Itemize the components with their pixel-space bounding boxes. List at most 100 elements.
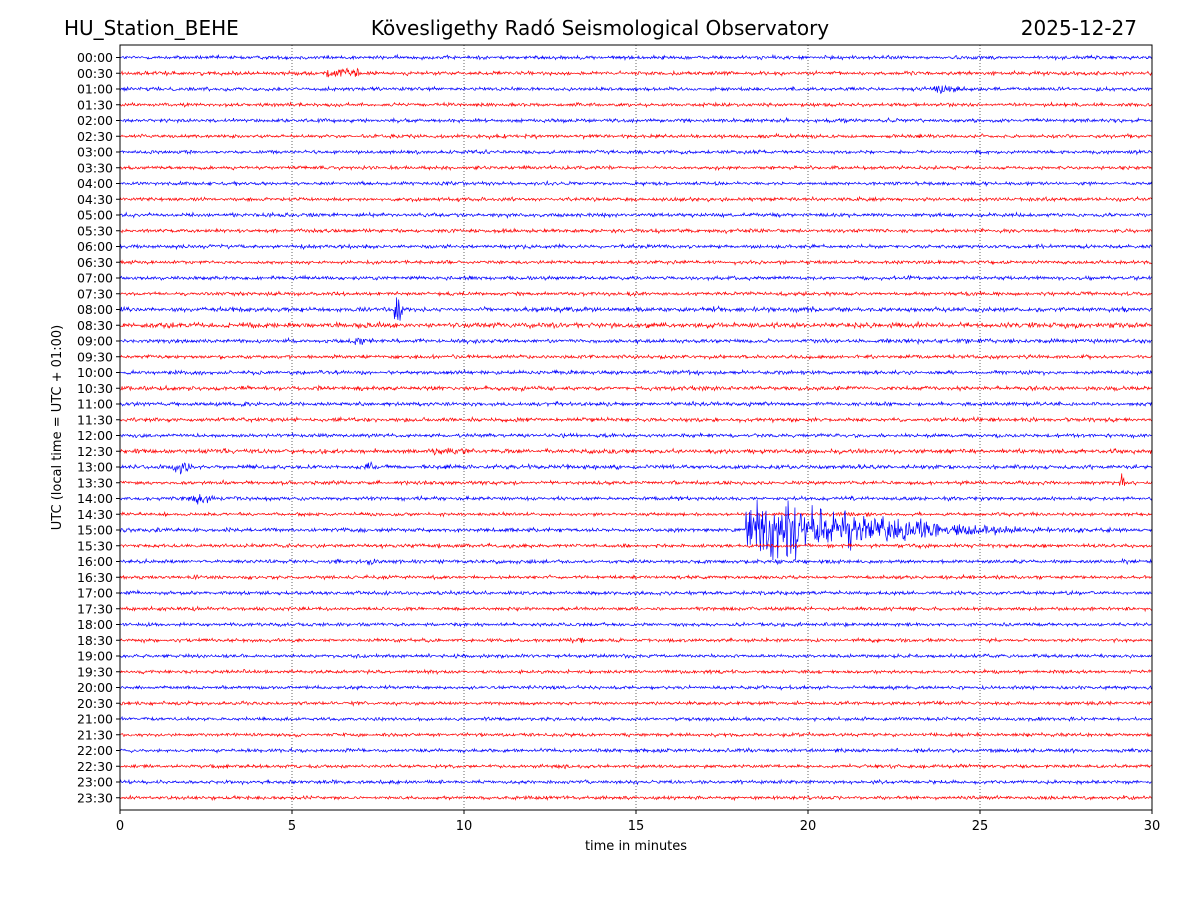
chart-title: Kövesligethy Radó Seismological Observat… [370, 16, 830, 40]
y-tick-label: 13:00 [77, 460, 113, 475]
y-tick-label: 19:30 [77, 664, 113, 679]
trace-0900 [119, 336, 1153, 346]
trace-2230 [119, 762, 1153, 770]
trace-2000 [119, 684, 1153, 691]
trace-1930 [119, 668, 1153, 676]
trace-1200 [119, 431, 1153, 440]
y-tick-label: 20:00 [77, 680, 113, 695]
y-tick-label: 22:00 [77, 743, 113, 758]
y-tick-label: 22:30 [77, 759, 113, 774]
x-axis-label: time in minutes [585, 839, 687, 854]
trace-0700 [119, 274, 1153, 282]
y-tick-label: 16:00 [77, 554, 113, 569]
trace-1130 [119, 415, 1153, 424]
y-tick-label: 02:00 [77, 113, 113, 128]
y-tick-label: 21:30 [77, 727, 113, 742]
trace-2300 [119, 778, 1153, 786]
trace-1500 [119, 499, 1153, 561]
trace-0730 [119, 290, 1153, 298]
trace-0800 [119, 297, 1153, 321]
trace-2030 [119, 699, 1153, 707]
trace-1800 [119, 621, 1153, 628]
trace-0430 [119, 195, 1153, 203]
trace-0000 [119, 53, 1153, 62]
y-tick-label: 13:30 [77, 475, 113, 490]
y-tick-label: 12:00 [77, 428, 113, 443]
trace-1900 [119, 652, 1153, 660]
y-tick-label: 04:30 [77, 192, 113, 207]
y-tick-label: 23:00 [77, 775, 113, 790]
y-tick-label: 21:00 [77, 712, 113, 727]
y-tick-label: 20:30 [77, 696, 113, 711]
trace-2330 [119, 794, 1153, 802]
station-name: HU_Station_BEHE [64, 16, 239, 40]
trace-1700 [119, 589, 1153, 597]
y-axis-label: UTC (local time = UTC + 01:00) [50, 325, 65, 530]
trace-0400 [119, 180, 1153, 188]
trace-1630 [119, 573, 1153, 581]
chart-date: 2025-12-27 [1020, 16, 1137, 40]
trace-0630 [119, 259, 1153, 266]
trace-0300 [119, 148, 1153, 156]
y-tick-label: 14:30 [77, 507, 113, 522]
y-tick-label: 10:00 [77, 365, 113, 380]
trace-1230 [119, 447, 1153, 456]
y-tick-label: 11:00 [77, 397, 113, 412]
y-tick-label: 07:30 [77, 286, 113, 301]
trace-1430 [119, 510, 1153, 518]
x-tick-label: 30 [1144, 819, 1161, 834]
y-tick-label: 14:00 [77, 491, 113, 506]
y-tick-label: 00:00 [77, 50, 113, 65]
x-tick-label: 10 [456, 819, 473, 834]
y-tick-label: 11:30 [77, 412, 113, 427]
trace-0230 [119, 132, 1153, 141]
trace-1600 [119, 557, 1153, 566]
y-tick-label: 03:00 [77, 145, 113, 160]
grid-lines [291, 45, 981, 810]
trace-0200 [119, 116, 1153, 124]
y-axis: 00:0000:3001:0001:3002:0002:3003:0003:30… [77, 50, 120, 805]
y-tick-label: 08:30 [77, 318, 113, 333]
y-tick-label: 18:00 [77, 617, 113, 632]
y-tick-label: 15:30 [77, 538, 113, 553]
trace-0030 [119, 67, 1153, 78]
y-tick-label: 05:30 [77, 223, 113, 238]
y-tick-label: 09:30 [77, 349, 113, 364]
traces [119, 53, 1153, 802]
y-tick-label: 08:00 [77, 302, 113, 317]
y-tick-label: 02:30 [77, 129, 113, 144]
trace-1300 [119, 460, 1153, 475]
trace-0330 [119, 164, 1153, 172]
x-tick-label: 15 [628, 819, 645, 834]
x-tick-label: 5 [288, 819, 296, 834]
y-tick-label: 05:00 [77, 208, 113, 223]
trace-2130 [119, 731, 1153, 739]
y-tick-label: 01:30 [77, 97, 113, 112]
y-tick-label: 16:30 [77, 570, 113, 585]
trace-1030 [119, 384, 1153, 393]
y-tick-label: 07:00 [77, 271, 113, 286]
trace-1400 [119, 494, 1153, 505]
trace-1830 [119, 636, 1153, 644]
y-tick-label: 23:30 [77, 790, 113, 805]
y-tick-label: 06:00 [77, 239, 113, 254]
trace-0930 [119, 353, 1153, 361]
trace-1530 [119, 542, 1153, 550]
trace-1000 [119, 368, 1153, 377]
x-tick-label: 20 [800, 819, 817, 834]
y-tick-label: 17:30 [77, 601, 113, 616]
trace-1730 [119, 605, 1153, 613]
y-tick-label: 09:00 [77, 334, 113, 349]
x-tick-label: 25 [972, 819, 989, 834]
y-tick-label: 15:00 [77, 523, 113, 538]
y-tick-label: 03:30 [77, 160, 113, 175]
y-tick-label: 00:30 [77, 66, 113, 81]
trace-2200 [119, 747, 1153, 754]
trace-0600 [119, 243, 1153, 251]
trace-1330 [119, 473, 1153, 487]
y-tick-label: 19:00 [77, 649, 113, 664]
trace-0130 [119, 101, 1153, 109]
y-tick-label: 04:00 [77, 176, 113, 191]
trace-0830 [119, 320, 1153, 330]
